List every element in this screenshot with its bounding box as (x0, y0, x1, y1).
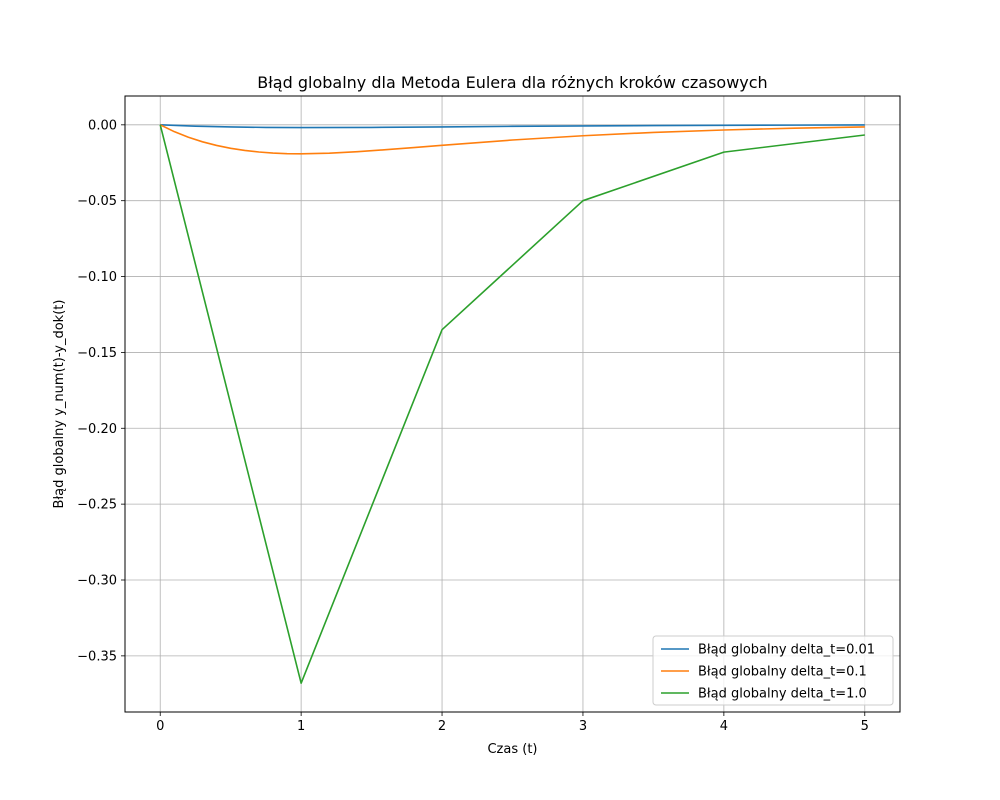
legend-label-2: Błąd globalny delta_t=0.1 (698, 665, 867, 680)
x-tick-label: 4 (720, 719, 728, 734)
x-axis-label: Czas (t) (487, 742, 537, 757)
legend-label-3: Błąd globalny delta_t=1.0 (698, 687, 867, 702)
legend-box (652, 635, 894, 706)
tick-layer: 0 1 2 3 4 5 0.00 −0.05 −0.10 −0.15 −0.20 −0.25 −0.30… (77, 118, 869, 734)
series-line-2 (159, 124, 865, 155)
series-layer (159, 124, 865, 684)
y-tick-label: −0.20 (77, 422, 117, 437)
plot-frame (124, 95, 901, 713)
y-tick-label: −0.35 (77, 649, 117, 664)
legend-label-1: Błąd globalny delta_t=0.01 (698, 643, 875, 658)
chart-title: Błąd globalny dla Metoda Eulera dla różn… (257, 73, 767, 92)
legend-items: Błąd globalny delta_t=0.01 Błąd globalny … (661, 643, 875, 702)
y-tick-label: −0.15 (77, 346, 117, 361)
series-line-3 (159, 124, 865, 684)
x-tick-label: 1 (297, 719, 305, 734)
x-tick-label: 5 (861, 719, 869, 734)
y-tick-label: −0.30 (77, 574, 117, 589)
series-line-1 (160, 124, 865, 129)
x-tick-label: 3 (579, 719, 587, 734)
y-tick-label: 0.00 (88, 118, 117, 133)
y-axis-label: Błąd globalny y_num(t)-y_dok(t) (52, 300, 67, 509)
x-tick-label: 0 (156, 719, 164, 734)
legend: Błąd globalny delta_t=0.01 Błąd globalny … (652, 635, 894, 706)
grid-layer (125, 96, 900, 712)
y-tick-label: −0.10 (77, 270, 117, 285)
x-tick-label: 2 (438, 719, 446, 734)
y-tick-label: −0.05 (77, 194, 117, 209)
y-tick-label: −0.25 (77, 498, 117, 513)
